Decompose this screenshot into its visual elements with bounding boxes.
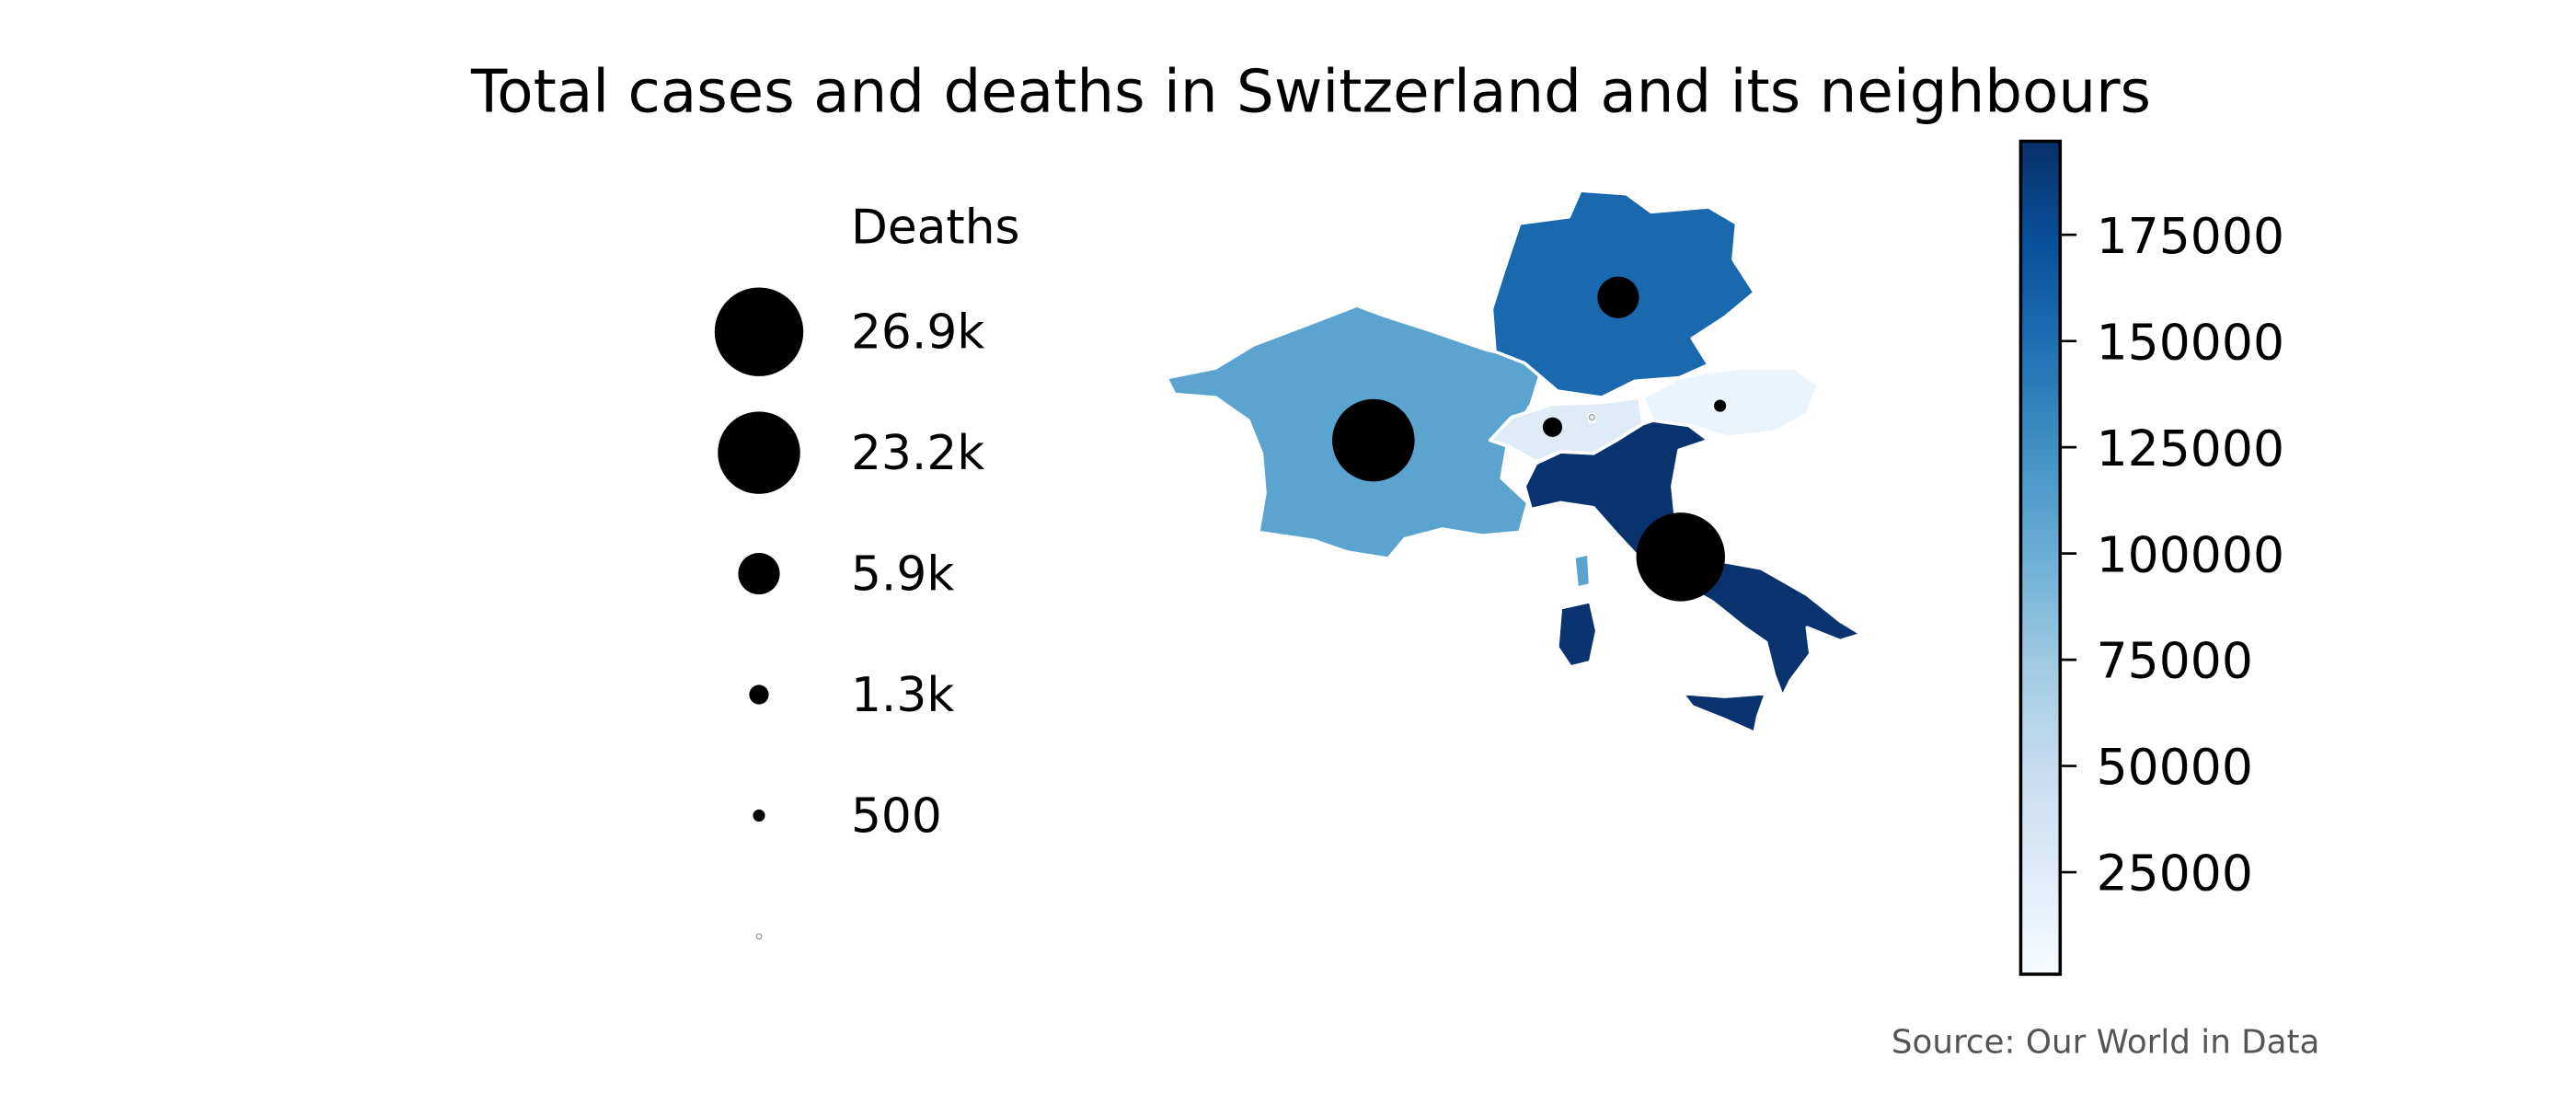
colorbar-tick-label: 150000 (2097, 313, 2284, 371)
colorbar: 175000 150000 125000 100000 75000 50000 25000 (2018, 139, 2284, 976)
colorbar-gradient (2018, 139, 2063, 976)
colorbar-tick-label: 100000 (2097, 525, 2284, 583)
death-bubbles (1332, 276, 1727, 602)
bubble-italy (1636, 512, 1725, 602)
bubble-austria (1714, 399, 1727, 412)
size-legend: Deaths 26.9k 23.2k 5.9k 1.3k 500 (714, 200, 1020, 940)
legend-label: 500 (851, 788, 942, 844)
colorbar-ticks: 175000 150000 125000 100000 75000 50000 25000 (2060, 207, 2284, 903)
legend-marker (753, 809, 765, 822)
legend-marker (755, 933, 763, 940)
legend-title: Deaths (851, 200, 1020, 255)
source-note: Source: Our World in Data (1892, 1024, 2320, 1062)
colorbar-tick-label: 25000 (2097, 845, 2253, 903)
legend-marker (738, 553, 780, 595)
bubble-liechtenstein (1588, 414, 1595, 420)
region-corsica (1571, 551, 1593, 591)
bubble-france (1332, 398, 1415, 482)
region-sicily (1680, 691, 1768, 735)
bubble-germany (1597, 276, 1639, 318)
region-liechtenstein (1588, 413, 1596, 423)
legend-marker (718, 411, 800, 494)
region-sardinia (1556, 599, 1599, 669)
legend-label: 26.9k (851, 305, 984, 361)
colorbar-tick-label: 175000 (2097, 207, 2284, 265)
legend-label: 23.2k (851, 426, 984, 481)
colorbar-tick-label: 50000 (2097, 738, 2253, 796)
legend-marker (749, 684, 769, 705)
colorbar-tick-label: 125000 (2097, 420, 2284, 477)
bubble-switzerland (1542, 417, 1563, 437)
legend-label: 5.9k (851, 546, 954, 602)
colorbar-tick-label: 75000 (2097, 632, 2253, 690)
legend-label: 1.3k (851, 668, 954, 723)
chart-title: Total cases and deaths in Switzerland an… (470, 57, 2151, 126)
legend-marker (714, 287, 804, 376)
map (1165, 189, 1863, 735)
